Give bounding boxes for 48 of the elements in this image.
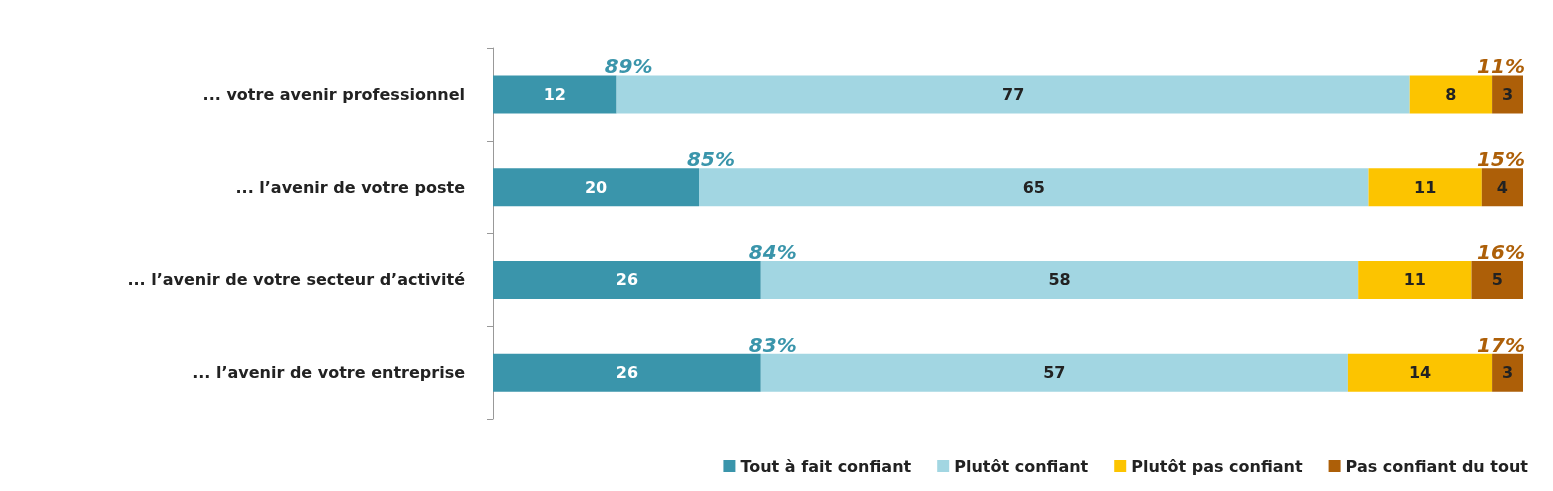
annotation: 16% (1477, 239, 1525, 264)
bar (760, 353, 1348, 392)
bar (616, 75, 1410, 114)
bar (1481, 168, 1523, 207)
bar (1492, 353, 1523, 392)
bar (1409, 75, 1493, 114)
annotation: 15% (1477, 147, 1525, 172)
legend-label: Tout à fait confiant (740, 456, 912, 476)
bar (760, 260, 1359, 299)
data-label: 11 (1414, 177, 1437, 197)
bar (493, 353, 761, 392)
data-label: 26 (615, 363, 639, 383)
data-label: 20 (584, 177, 608, 197)
data-label: 58 (1048, 270, 1071, 290)
y-tick-label: ... l’avenir de votre entreprise (192, 363, 466, 383)
bar (1492, 75, 1523, 114)
legend-label: Plutôt confiant (954, 456, 1089, 476)
legend-label: Pas confiant du tout (1345, 456, 1529, 476)
bar (493, 260, 761, 299)
data-label: 12 (543, 84, 566, 104)
bar (1368, 168, 1482, 207)
bar (493, 75, 617, 114)
legend-label: Plutôt pas confiant (1131, 456, 1303, 476)
annotation: 89% (604, 54, 653, 79)
data-label: 14 (1408, 363, 1432, 383)
data-label: 26 (615, 270, 639, 290)
data-label: 4 (1496, 177, 1508, 197)
data-label: 3 (1501, 363, 1514, 383)
data-label: 77 (1002, 84, 1025, 104)
annotation: 17% (1477, 332, 1525, 357)
y-tick-label: ... l’avenir de votre poste (235, 177, 466, 197)
data-label: 8 (1445, 84, 1457, 104)
bar (1347, 353, 1493, 392)
bar (493, 168, 699, 207)
bar (699, 168, 1369, 207)
annotation: 83% (748, 332, 797, 357)
bar (1471, 260, 1523, 299)
data-label: 65 (1022, 177, 1045, 197)
annotation: 11% (1477, 54, 1525, 79)
y-tick-label: ... l’avenir de votre secteur d’activité (127, 270, 466, 290)
data-label: 5 (1491, 270, 1503, 290)
annotation: 85% (687, 147, 735, 172)
data-label: 3 (1501, 84, 1514, 104)
y-tick-label: ... votre avenir professionnel (202, 84, 465, 104)
bar (1358, 260, 1472, 299)
data-label: 11 (1403, 270, 1426, 290)
data-label: 57 (1043, 363, 1066, 383)
annotation: 84% (748, 239, 797, 264)
